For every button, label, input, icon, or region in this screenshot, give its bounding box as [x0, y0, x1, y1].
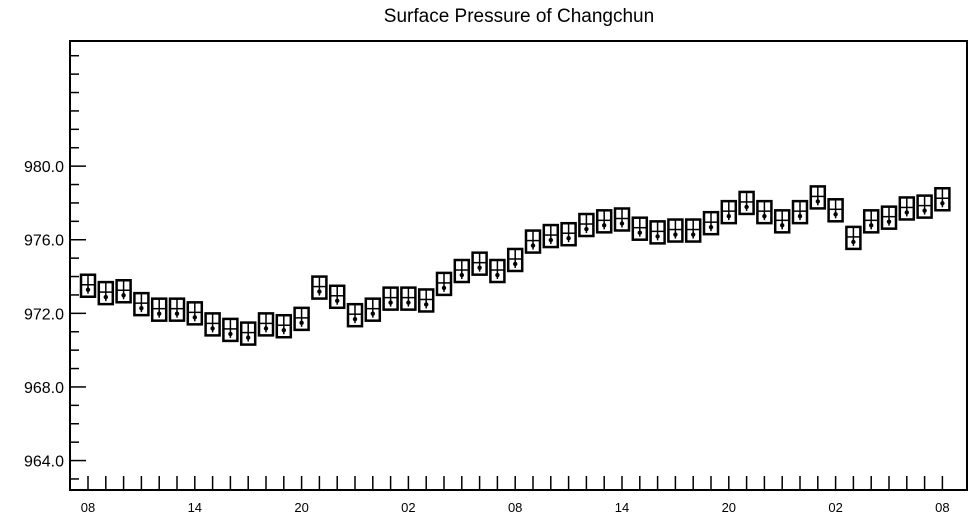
x-tick-label: 08 — [81, 500, 95, 515]
data-point — [809, 185, 827, 210]
data-point — [756, 199, 773, 225]
plot-frame — [69, 40, 968, 491]
data-point — [168, 297, 186, 322]
data-point — [595, 209, 613, 234]
y-tick-label: 968.0 — [24, 380, 64, 397]
data-point — [684, 218, 702, 243]
y-tick-label: 976.0 — [24, 233, 64, 250]
data-point — [346, 302, 364, 328]
data-point — [560, 221, 577, 247]
data-point — [311, 275, 328, 300]
data-point — [613, 207, 631, 232]
data-point — [898, 196, 916, 221]
data-point — [417, 288, 435, 313]
data-point — [133, 291, 150, 317]
data-point — [916, 194, 933, 219]
x-tick-label: 14 — [188, 500, 202, 515]
data-point — [667, 218, 684, 243]
data-point — [631, 216, 649, 241]
y-tick-label: 964.0 — [24, 454, 64, 471]
x-tick-label: 20 — [722, 500, 736, 515]
x-tick-label: 02 — [828, 500, 842, 515]
data-point — [524, 229, 542, 254]
data-point — [506, 247, 524, 273]
data-point — [542, 223, 560, 249]
x-tick-label: 08 — [508, 500, 522, 515]
x-tick-label: 14 — [615, 500, 629, 515]
data-point — [791, 199, 809, 225]
data-point — [649, 220, 666, 245]
data-point — [827, 198, 844, 223]
x-tick-label: 02 — [401, 500, 415, 515]
x-axis: 08 14 20 02 08 14 20 02 08 — [81, 476, 950, 515]
data-point — [702, 210, 720, 236]
data-point — [293, 306, 310, 332]
data-point — [115, 279, 132, 304]
data-point — [773, 209, 791, 234]
data-point — [97, 280, 115, 306]
y-axis: 964.0 968.0 972.0 976.0 980.0 — [24, 54, 86, 480]
data-point — [328, 284, 346, 310]
data-point — [186, 301, 204, 326]
data-markers — [79, 185, 951, 346]
data-point — [578, 212, 595, 238]
data-point — [435, 271, 453, 297]
data-point — [257, 312, 275, 337]
data-point — [845, 225, 862, 251]
data-point — [239, 321, 257, 346]
x-tick-label: 08 — [935, 500, 949, 515]
y-tick-label: 980.0 — [24, 159, 64, 176]
y-tick-label: 972.0 — [24, 306, 64, 323]
data-point — [453, 258, 471, 284]
data-point — [222, 317, 239, 343]
data-point — [471, 251, 488, 276]
data-point — [204, 312, 221, 337]
data-point — [489, 258, 506, 284]
data-point — [934, 187, 951, 212]
chart-title: Surface Pressure of Changchun — [384, 6, 654, 27]
x-tick-label: 20 — [294, 500, 308, 515]
data-point — [738, 190, 755, 216]
data-point — [720, 199, 738, 225]
data-point — [364, 297, 382, 322]
data-point — [400, 286, 417, 311]
data-point — [862, 209, 880, 234]
data-point — [150, 297, 168, 322]
data-point — [880, 205, 898, 230]
data-point — [275, 313, 293, 339]
data-point — [79, 273, 97, 298]
data-point — [382, 286, 399, 311]
